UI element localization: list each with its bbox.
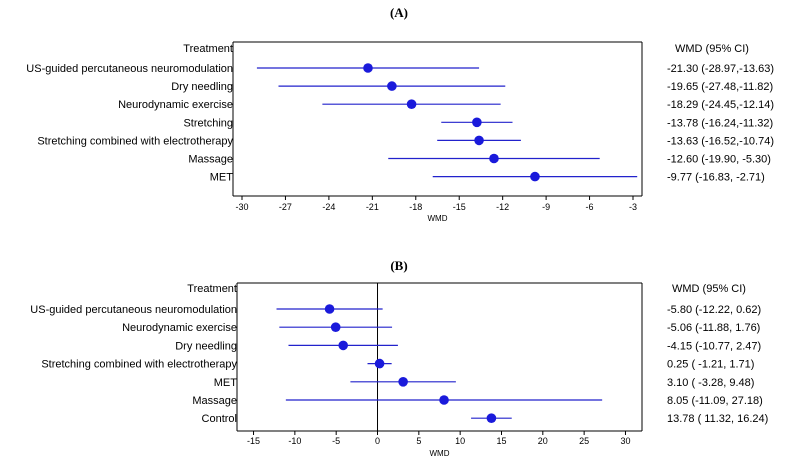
panel-b-row-label: Neurodynamic exercise	[122, 322, 237, 334]
panel-b-tick-label: 5	[416, 436, 421, 446]
panel-a-estimate-point	[387, 81, 397, 91]
panel-a-tick-label: -18	[409, 202, 422, 212]
panel-b-tick-label: 10	[455, 436, 465, 446]
panel-a-row-label: Stretching	[183, 117, 233, 129]
panel-b-header-wmd: WMD (95% CI)	[672, 283, 746, 295]
panel-a-tick-label: -27	[279, 202, 292, 212]
panel-b-title: (B)	[390, 258, 407, 273]
panel-b-estimate-point	[338, 340, 349, 351]
panel-a-wmd-value: -19.65 (-27.48,-11.82)	[667, 81, 773, 93]
panel-b-x-axis-label: WMD	[430, 449, 450, 458]
panel-b-tick-label: -5	[332, 436, 340, 446]
panel-b-tick-label: 20	[538, 436, 548, 446]
panel-a-title: (A)	[390, 5, 408, 20]
panel-a-row-label: MET	[210, 172, 234, 184]
panel-b-estimate-point	[324, 304, 335, 314]
panel-a-estimate-point	[489, 153, 499, 164]
panel-b-estimate-point	[439, 395, 449, 405]
panel-a-wmd-value: -9.77 (-16.83, -2.71)	[667, 172, 765, 184]
panel-b-wmd-value: -4.15 (-10.77, 2.47)	[667, 340, 761, 352]
panel-a-header-wmd: WMD (95% CI)	[675, 43, 749, 55]
panel-a-estimate-point	[363, 63, 373, 73]
panel-b-tick-label: 30	[620, 436, 630, 446]
panel-b-tick-label: 15	[496, 436, 506, 446]
panel-b-wmd-value: 3.10 ( -3.28, 9.48)	[667, 377, 754, 389]
panel-a-tick-label: -21	[366, 202, 379, 212]
panel-b-header-treatment: Treatment	[187, 283, 237, 295]
panel-a-tick-label: -12	[496, 202, 509, 212]
panel-a-row-label: Massage	[188, 154, 233, 166]
panel-a-tick-label: -30	[235, 202, 248, 212]
panel-a-tick-label: -3	[629, 202, 637, 212]
panel-b-tick-label: 0	[375, 436, 380, 446]
panel-a-row-label: US-guided percutaneous neuromodulation	[26, 63, 233, 75]
panel-b-row-label: Dry needling	[175, 340, 237, 352]
panel-b-estimate-point	[486, 413, 497, 424]
panel-a-wmd-value: -13.63 (-16.52,-10.74)	[667, 135, 774, 147]
panel-a-row-label: Stretching combined with electrotherapy	[37, 135, 233, 147]
panel-a-wmd-value: -18.29 (-24.45,-12.14)	[667, 99, 774, 111]
panel-b-wmd-value: 8.05 (-11.09, 27.18)	[667, 395, 763, 407]
panel-a-estimate-point	[406, 99, 417, 109]
panel-a-tick-label: -15	[453, 202, 466, 212]
panel-a-tick-label: -9	[542, 202, 550, 212]
panel-b-estimate-point	[330, 322, 341, 333]
panel-b-tick-label: -10	[288, 436, 301, 446]
panel-b-row-label: MET	[214, 377, 238, 389]
panel-a-header-treatment: Treatment	[183, 43, 233, 55]
panel-b-row-label: Control	[202, 413, 237, 425]
panel-b-row-label: US-guided percutaneous neuromodulation	[30, 304, 237, 316]
panel-b-wmd-value: 0.25 ( -1.21, 1.71)	[667, 359, 754, 371]
panel-a-wmd-value: -21.30 (-28.97,-13.63)	[667, 63, 774, 75]
panel-b-row-label: Massage	[192, 395, 237, 407]
panel-a-tick-label: -24	[322, 202, 335, 212]
panel-a-row-label: Neurodynamic exercise	[118, 99, 233, 111]
panel-b-wmd-value: 13.78 ( 11.32, 16.24)	[667, 413, 768, 425]
panel-b-tick-label: 25	[579, 436, 589, 446]
panel-a-wmd-value: -12.60 (-19.90, -5.30)	[667, 154, 771, 166]
panel-b-estimate-point	[398, 377, 408, 387]
panel-b-wmd-value: -5.80 (-12.22, 0.62)	[667, 304, 761, 316]
panel-a-estimate-point	[530, 171, 540, 182]
panel-a-x-axis-label: WMD	[428, 214, 448, 223]
panel-a-wmd-value: -13.78 (-16.24,-11.32)	[667, 117, 773, 129]
panel-b-row-label: Stretching combined with electrotherapy	[41, 359, 237, 371]
panel-a-row-label: Dry needling	[171, 81, 233, 93]
panel-b-wmd-value: -5.06 (-11.88, 1.76)	[667, 322, 760, 334]
panel-b-tick-label: -15	[247, 436, 260, 446]
panel-a-tick-label: -6	[586, 202, 594, 212]
panel-a-estimate-point	[474, 135, 484, 146]
panel-b-estimate-point	[374, 358, 385, 369]
panel-a-estimate-point	[472, 117, 482, 128]
